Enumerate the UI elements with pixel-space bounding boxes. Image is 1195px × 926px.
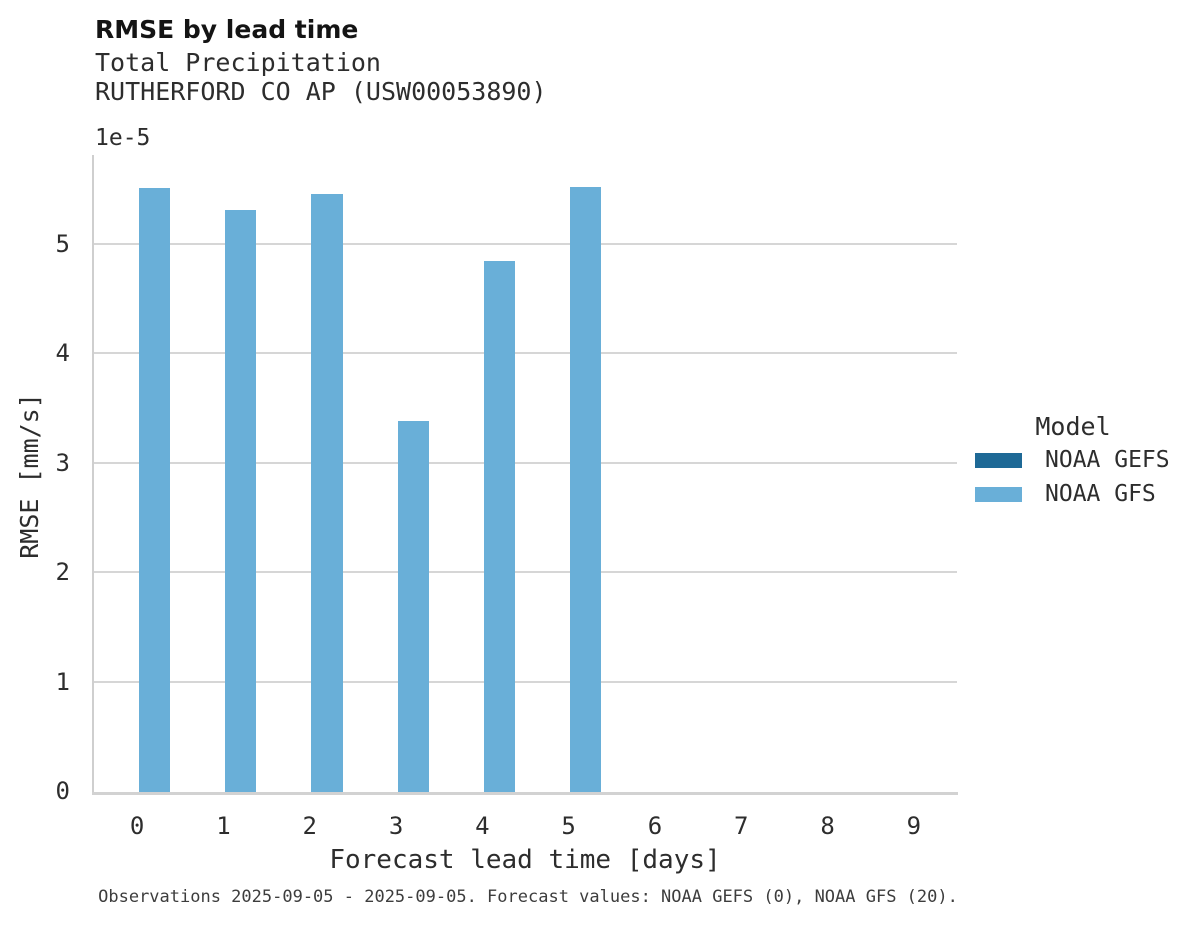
y-tick-label-1: 1 <box>55 667 70 696</box>
y-axis-spine <box>92 155 94 795</box>
chart-title: RMSE by lead time <box>95 15 359 44</box>
footer-caption: Observations 2025-09-05 - 2025-09-05. Fo… <box>98 887 958 907</box>
bar-noaa-gfs-lead-0 <box>138 187 170 792</box>
legend-swatch-noaa-gefs <box>975 452 1022 468</box>
legend-label: NOAA GEFS <box>1045 447 1170 473</box>
gridline-y4 <box>94 352 957 355</box>
legend-label: NOAA GFS <box>1045 481 1156 507</box>
x-tick-label-3: 3 <box>388 812 404 840</box>
y-tick-label-2: 2 <box>55 558 70 587</box>
gridline-y1 <box>94 680 957 683</box>
legend-entries: NOAA GEFS NOAA GFS <box>975 446 1170 508</box>
y-tick-label-5: 5 <box>55 229 70 258</box>
x-tick-label-7: 7 <box>734 812 749 840</box>
bar-noaa-gfs-lead-3 <box>397 420 429 792</box>
x-tick-label-2: 2 <box>302 812 317 840</box>
chart-station-name: RUTHERFORD CO AP (USW00053890) <box>95 77 547 106</box>
x-tick-label-0: 0 <box>129 812 145 840</box>
x-tick-label-4: 4 <box>475 812 490 840</box>
bar-noaa-gfs-lead-5 <box>570 186 602 792</box>
x-axis-spine <box>92 792 958 795</box>
legend-swatch-noaa-gfs <box>975 486 1022 502</box>
chart-subtitle: Total Precipitation <box>95 48 381 77</box>
bar-noaa-gfs-lead-2 <box>311 194 343 792</box>
x-tick-label-8: 8 <box>820 812 835 840</box>
y-tick-label-4: 4 <box>55 339 70 368</box>
legend-title: Model <box>1035 412 1111 441</box>
y-tick-label-3: 3 <box>55 448 70 477</box>
gridline-y3 <box>94 461 957 464</box>
bar-noaa-gfs-lead-1 <box>225 209 257 792</box>
x-tick-label-6: 6 <box>647 812 663 840</box>
bar-noaa-gfs-lead-4 <box>484 261 516 792</box>
x-tick-label-9: 9 <box>906 812 922 840</box>
legend-entry-noaa-gefs: NOAA GEFS <box>975 446 1170 474</box>
y-axis-offset-text: 1e-5 <box>95 125 151 151</box>
x-axis-label: Forecast lead time [days] <box>329 845 721 875</box>
gridline-y5 <box>94 242 957 245</box>
x-tick-label-1: 1 <box>216 812 231 840</box>
legend-entry-noaa-gfs: NOAA GFS <box>975 480 1170 508</box>
x-tick-label-5: 5 <box>561 812 576 840</box>
gridline-y2 <box>94 571 957 574</box>
plot-area <box>94 155 957 792</box>
y-tick-label-0: 0 <box>55 777 70 805</box>
